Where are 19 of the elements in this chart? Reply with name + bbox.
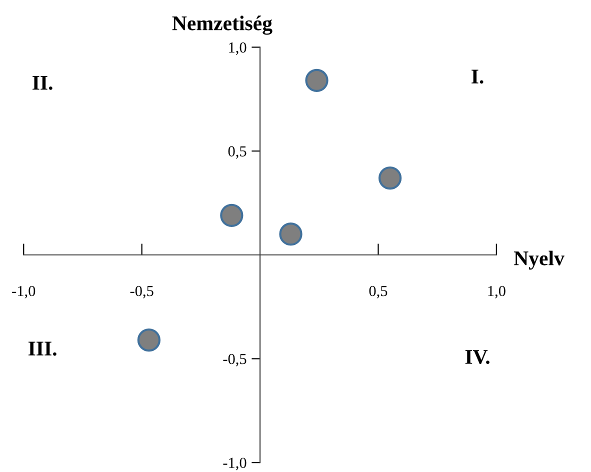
annotation: IV. (465, 350, 490, 364)
point (279, 222, 302, 246)
y-tick-label: 0,5 (228, 146, 246, 159)
point (305, 68, 328, 92)
x-tick-label: -1,0 (12, 286, 36, 298)
point (220, 204, 244, 227)
x-axis-title: Nyelv (514, 250, 564, 270)
y-axis-title: Nemzetiség (172, 16, 272, 35)
y-tick-label: -0,5 (223, 354, 246, 366)
x-tick-label: -0,5 (130, 286, 154, 298)
y-tick-label: 1,0 (229, 42, 246, 55)
annotation: I. (472, 70, 484, 84)
point (137, 328, 161, 352)
x-tick-label: 1,0 (488, 286, 506, 298)
annotation: III. (28, 342, 56, 356)
y-tick-label: -1,0 (223, 458, 246, 470)
point (378, 166, 402, 190)
x-tick-label: 0,5 (369, 286, 388, 298)
annotation: II. (32, 76, 52, 90)
